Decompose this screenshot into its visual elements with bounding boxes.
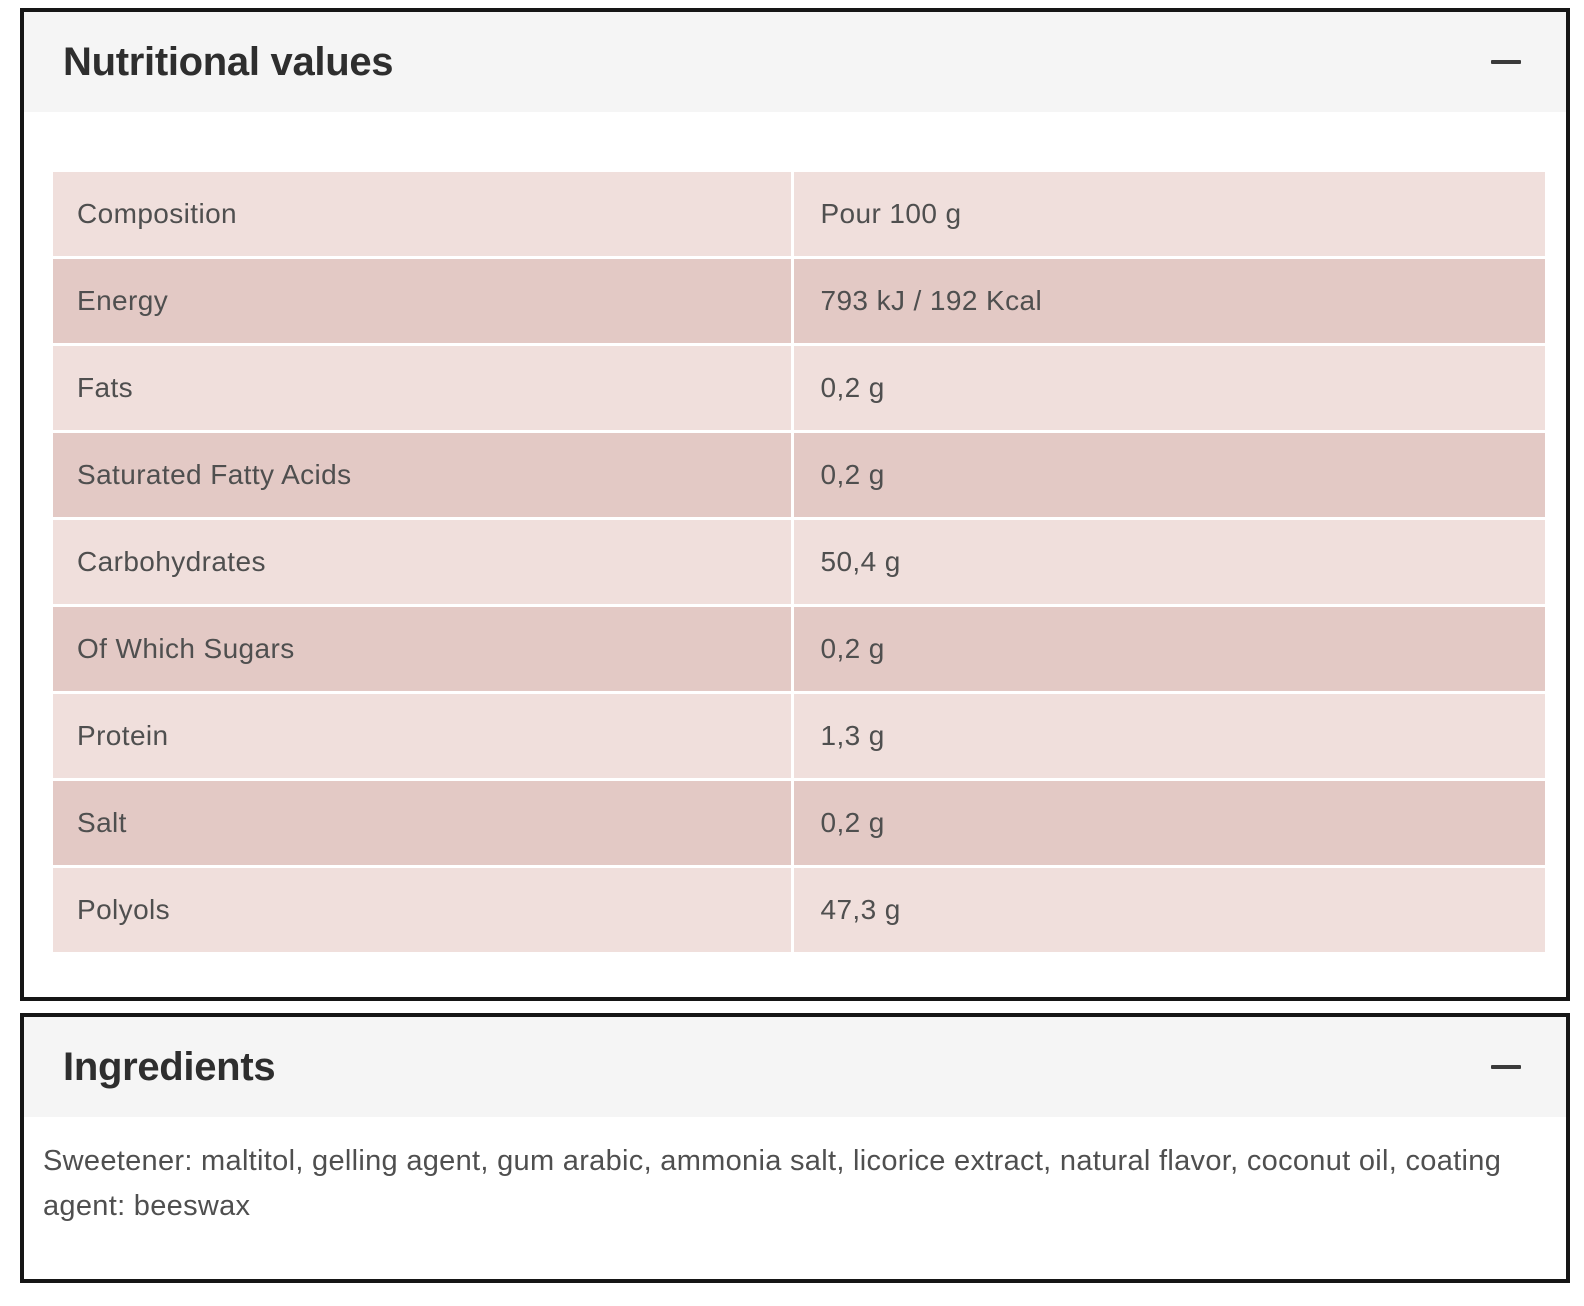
ingredients-body: Sweetener: maltitol, gelling agent, gum … bbox=[24, 1117, 1566, 1279]
row-label: Polyols bbox=[53, 868, 792, 952]
row-label: Fats bbox=[53, 346, 792, 430]
row-label: Salt bbox=[53, 781, 792, 865]
row-label: Energy bbox=[53, 259, 792, 343]
row-label: Carbohydrates bbox=[53, 520, 792, 604]
collapse-nutritional-values-button[interactable] bbox=[1491, 50, 1521, 74]
row-value: Pour 100 g bbox=[794, 172, 1545, 256]
minus-icon bbox=[1491, 1065, 1521, 1069]
row-value: 0,2 g bbox=[794, 607, 1545, 691]
row-label: Of Which Sugars bbox=[53, 607, 792, 691]
row-value: 0,2 g bbox=[794, 346, 1545, 430]
section-title: Ingredients bbox=[63, 1044, 276, 1089]
row-label: Saturated Fatty Acids bbox=[53, 433, 792, 517]
row-value: 793 kJ / 192 Kcal bbox=[794, 259, 1545, 343]
ingredients-header: Ingredients bbox=[24, 1017, 1566, 1117]
row-value: 50,4 g bbox=[794, 520, 1545, 604]
row-value: 0,2 g bbox=[794, 781, 1545, 865]
nutritional-values-section: Nutritional values Composition Pour 100 … bbox=[20, 8, 1570, 1001]
row-value: 0,2 g bbox=[794, 433, 1545, 517]
row-value: 1,3 g bbox=[794, 694, 1545, 778]
nutritional-values-header: Nutritional values bbox=[24, 12, 1566, 112]
collapse-ingredients-button[interactable] bbox=[1491, 1055, 1521, 1079]
ingredients-text: Sweetener: maltitol, gelling agent, gum … bbox=[43, 1145, 1502, 1222]
minus-icon bbox=[1491, 60, 1521, 64]
ingredients-section: Ingredients Sweetener: maltitol, gelling… bbox=[20, 1013, 1570, 1283]
page-title: Nutritional values bbox=[63, 39, 394, 84]
nutrition-table: Composition Pour 100 g Energy 793 kJ / 1… bbox=[53, 172, 1545, 952]
row-label: Protein bbox=[53, 694, 792, 778]
row-value: 47,3 g bbox=[794, 868, 1545, 952]
nutritional-values-body: Composition Pour 100 g Energy 793 kJ / 1… bbox=[24, 112, 1566, 997]
row-label: Composition bbox=[53, 172, 792, 256]
